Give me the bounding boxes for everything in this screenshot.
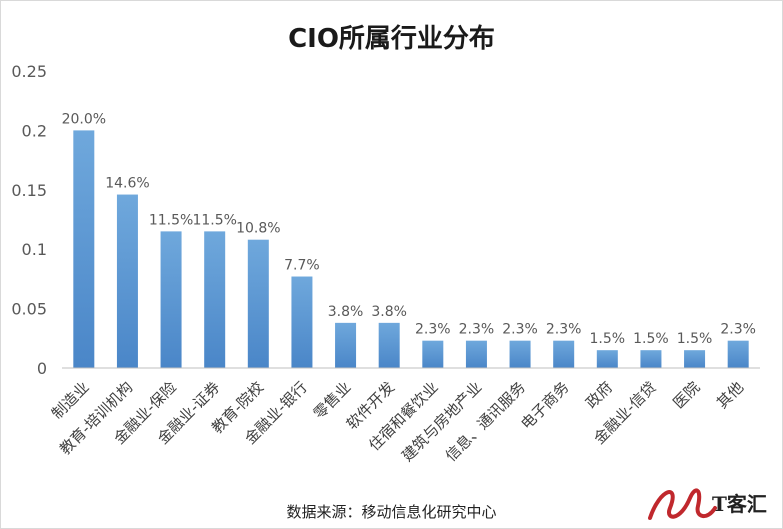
logo-text: T客汇 bbox=[712, 492, 767, 516]
data-label: 3.8% bbox=[371, 304, 407, 320]
logo-mark bbox=[648, 488, 717, 520]
x-tick-label: 电子商务 bbox=[517, 378, 572, 433]
bar bbox=[116, 194, 138, 368]
data-label: 2.3% bbox=[459, 322, 495, 338]
bar bbox=[422, 340, 444, 368]
data-label: 11.5% bbox=[192, 212, 236, 228]
y-axis: 0 0.05 0.1 0.15 0.2 0.25 bbox=[11, 62, 47, 378]
y-tick-label: 0.2 bbox=[22, 121, 47, 140]
x-tick-label: 其他 bbox=[713, 378, 747, 412]
bar bbox=[160, 231, 182, 368]
chart-title: CIO所属行业分布 bbox=[288, 24, 495, 54]
bar bbox=[727, 340, 749, 368]
y-tick-label: 0 bbox=[37, 359, 47, 378]
y-tick-label: 0.25 bbox=[11, 62, 47, 81]
data-label: 1.5% bbox=[677, 331, 713, 347]
data-label: 3.8% bbox=[328, 304, 364, 320]
data-label: 2.3% bbox=[546, 322, 582, 338]
bars-group bbox=[73, 130, 749, 368]
bar bbox=[640, 350, 662, 368]
bar bbox=[335, 322, 357, 368]
bar bbox=[291, 276, 313, 368]
bar bbox=[247, 239, 269, 368]
x-tick-label: 医院 bbox=[669, 378, 703, 412]
x-tick-label: 政府 bbox=[582, 378, 616, 412]
bar bbox=[684, 350, 706, 368]
bar bbox=[378, 322, 400, 368]
data-label: 10.8% bbox=[236, 221, 280, 237]
data-label: 14.6% bbox=[105, 176, 149, 192]
data-label: 11.5% bbox=[149, 212, 193, 228]
x-tick-label: 信息、通讯服务 bbox=[442, 378, 529, 465]
data-label: 7.7% bbox=[284, 258, 320, 274]
y-tick-label: 0.15 bbox=[11, 181, 47, 200]
data-label: 2.3% bbox=[415, 322, 451, 338]
source-note: 数据来源：移动信息化研究中心 bbox=[286, 503, 497, 521]
data-label: 1.5% bbox=[590, 331, 626, 347]
bar bbox=[73, 130, 95, 368]
bar bbox=[465, 340, 487, 368]
data-labels-group: 20.0%14.6%11.5% 11.5%10.8%7.7%3.8% 3.8%2.3… bbox=[62, 111, 756, 347]
data-label: 2.3% bbox=[502, 322, 538, 338]
y-tick-label: 0.05 bbox=[11, 300, 47, 319]
bar bbox=[596, 350, 618, 368]
data-label: 20.0% bbox=[62, 111, 106, 127]
bar bbox=[204, 231, 226, 368]
y-tick-label: 0.1 bbox=[22, 240, 47, 259]
data-label: 1.5% bbox=[633, 331, 669, 347]
bar bbox=[553, 340, 575, 368]
bar-chart: 0 0.05 0.1 0.15 0.2 0.25 20.0% 14.6% 11.5% 11.5%… bbox=[11, 62, 760, 465]
data-label: 2.3% bbox=[720, 322, 756, 338]
bar bbox=[509, 340, 531, 368]
